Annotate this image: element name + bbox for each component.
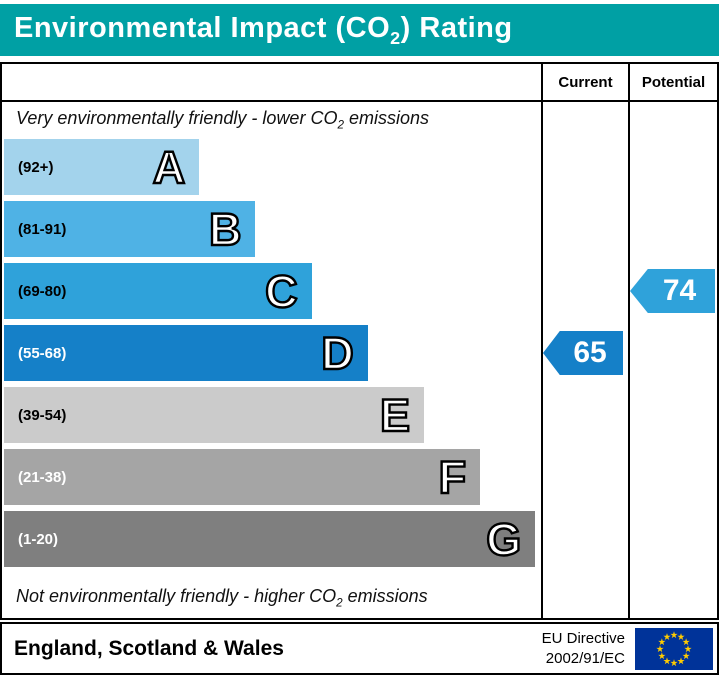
current-rating-value: 65 — [573, 336, 607, 369]
band-letter: F — [437, 451, 467, 503]
band-letter: E — [379, 389, 411, 441]
eu-directive-text: EU Directive 2002/91/EC — [542, 629, 625, 668]
eu-directive-line2: 2002/91/EC — [545, 649, 625, 667]
band-letter: B — [208, 203, 243, 255]
band-bar-g: (1-20) G — [4, 511, 536, 567]
page-title-subscript: 2 — [390, 27, 401, 48]
top-note-text: Very environmentally friendly - lower CO — [16, 108, 338, 128]
bottom-note-suffix: emissions — [342, 586, 428, 606]
current-column-divider — [541, 64, 543, 618]
top-note-subscript: 2 — [337, 118, 344, 132]
band-range-label: (21-38) — [18, 468, 67, 486]
band-letter: A — [152, 141, 187, 193]
column-header-potential: Potential — [641, 73, 706, 91]
current-rating-pointer: 65 — [543, 331, 623, 375]
rating-bands: (92+) A (81-91) B (69-80) C (55-68) D (3… — [4, 139, 539, 573]
band-letter: G — [485, 513, 522, 565]
page-title-text: Environmental Impact (CO — [14, 11, 391, 44]
top-note-suffix: emissions — [343, 108, 429, 128]
band-range-label: (39-54) — [18, 406, 67, 424]
band-range-label: (92+) — [18, 158, 54, 176]
band-letter: D — [320, 327, 355, 379]
band-bar-f: (21-38) F — [4, 449, 481, 505]
potential-rating-pointer: 74 — [630, 269, 715, 313]
band-bar-e: (39-54) E — [4, 387, 424, 443]
page-title-suffix: ) Rating — [400, 11, 513, 44]
eu-flag-icon — [635, 627, 713, 670]
potential-rating-value: 74 — [662, 274, 697, 307]
band-range-label: (81-91) — [18, 220, 67, 238]
band-range-label: (55-68) — [18, 344, 67, 362]
bottom-note: Not environmentally friendly - higher CO… — [16, 586, 428, 610]
column-header-current: Current — [558, 73, 613, 91]
eu-directive-line1: EU Directive — [541, 630, 625, 647]
band-bar-b: (81-91) B — [4, 201, 256, 257]
bottom-note-subscript: 2 — [336, 596, 343, 610]
band-bar-d: (55-68) D — [4, 325, 368, 381]
region-label: England, Scotland & Wales — [14, 636, 284, 660]
top-note: Very environmentally friendly - lower CO… — [16, 108, 429, 132]
column-header-underline — [2, 100, 717, 102]
band-bar-a: (92+) A — [4, 139, 200, 195]
title-bar: Environmental Impact (CO2) Rating — [0, 4, 719, 56]
band-range-label: (69-80) — [18, 282, 67, 300]
page-title: Environmental Impact (CO2) Rating — [14, 12, 513, 49]
potential-column-divider — [628, 64, 630, 618]
footer: England, Scotland & Wales EU Directive 2… — [0, 622, 719, 675]
bottom-note-text: Not environmentally friendly - higher CO — [16, 586, 337, 606]
rating-chart: Current Potential Very environmentally f… — [0, 62, 719, 620]
band-letter: C — [264, 265, 299, 317]
band-bar-c: (69-80) C — [4, 263, 312, 319]
band-range-label: (1-20) — [18, 530, 59, 548]
